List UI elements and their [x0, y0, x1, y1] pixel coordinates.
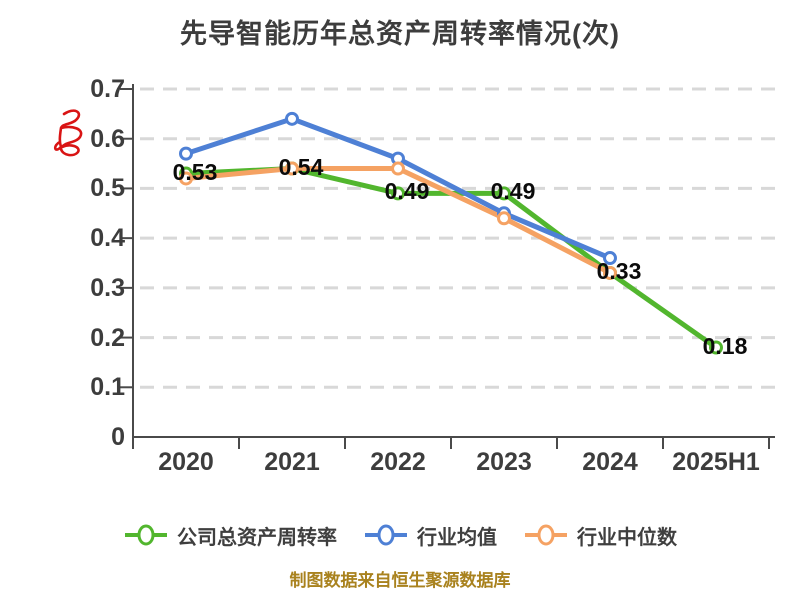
- legend-item-company: 公司总资产周转率: [123, 520, 337, 550]
- y-axis-label: 0.5: [90, 174, 125, 203]
- data-point-marker: [179, 171, 193, 186]
- red-scribble-annotation: [53, 109, 83, 157]
- y-axis-label: 0.1: [90, 373, 125, 402]
- x-axis-label: 2020: [158, 448, 214, 476]
- legend-item-industry-median: 行业中位数: [523, 520, 677, 550]
- data-point-marker: [497, 211, 511, 226]
- y-axis-label: 0: [111, 423, 125, 451]
- y-axis-label: 0.7: [90, 75, 125, 103]
- data-label: 0.54: [278, 153, 324, 180]
- data-label: 0.49: [490, 178, 536, 205]
- legend-label-industry-mean: 行业均值: [417, 526, 497, 549]
- legend-marker-company-icon: [125, 524, 167, 546]
- data-point-marker: [603, 251, 617, 266]
- footer-source-note: 制图数据来自恒生聚源数据库: [289, 571, 511, 590]
- x-axis-label: 2021: [264, 448, 320, 476]
- data-point-marker: [285, 111, 299, 126]
- data-label: 0.53: [172, 158, 218, 185]
- y-axis-label: 0.2: [90, 323, 125, 352]
- data-point-marker: [285, 161, 299, 176]
- legend-label-company: 公司总资产周转率: [177, 526, 337, 549]
- x-axis-label: 2024: [582, 448, 638, 476]
- data-point-marker: [391, 186, 405, 201]
- y-axis-label: 0.6: [90, 124, 125, 153]
- data-point-marker: [391, 161, 405, 176]
- legend-label-industry-median: 行业中位数: [577, 526, 677, 549]
- data-point-marker: [709, 340, 723, 355]
- x-axis-label: 2022: [370, 448, 426, 476]
- y-axis-label: 0.3: [90, 273, 125, 302]
- y-axis-label: 0.4: [90, 224, 125, 253]
- legend-marker-industry-median-icon: [525, 524, 567, 546]
- data-point-marker: [179, 146, 193, 161]
- chart-title: 先导智能历年总资产周转率情况(次): [180, 19, 620, 49]
- data-label: 0.18: [702, 332, 748, 359]
- legend: 公司总资产周转率 行业均值 行业中位数: [0, 515, 800, 555]
- legend-item-industry-mean: 行业均值: [363, 520, 497, 550]
- data-point-marker: [603, 265, 617, 280]
- data-label: 0.49: [384, 178, 430, 205]
- data-point-marker: [497, 186, 511, 201]
- legend-marker-industry-mean-icon: [365, 524, 407, 546]
- data-label: 0.33: [596, 257, 642, 284]
- x-axis-label: 2023: [476, 448, 532, 476]
- x-axis-label: 2025H1: [672, 448, 760, 476]
